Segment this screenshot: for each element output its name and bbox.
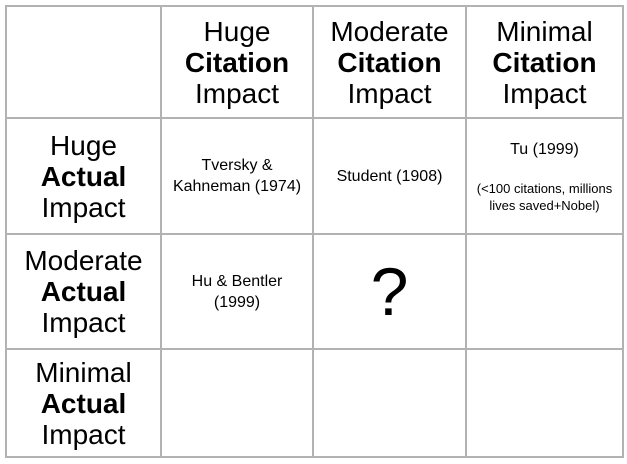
- header-line: Impact: [41, 418, 126, 450]
- corner-cell: [7, 7, 162, 119]
- col-header-huge-citation-impact: Huge Citation Impact: [162, 7, 314, 119]
- header-line-bold: Citation: [492, 46, 597, 78]
- citation-line: Hu & Bentler: [191, 272, 283, 290]
- col-header-moderate-citation-impact: Moderate Citation Impact: [314, 7, 467, 119]
- row-header-moderate-actual-impact: Moderate Actual Impact: [7, 235, 162, 350]
- impact-matrix-table: Huge Citation Impact Moderate Citation I…: [5, 5, 624, 458]
- header-line: Huge: [203, 15, 271, 47]
- citation-line: Tu (1999): [510, 140, 579, 158]
- col-header-minimal-citation-impact: Minimal Citation Impact: [467, 7, 622, 119]
- citation-line: Tversky &: [201, 157, 273, 174]
- header-line: Moderate: [330, 15, 449, 47]
- header-line-bold: Actual: [40, 276, 127, 307]
- row-header-huge-actual-impact: Huge Actual Impact: [7, 119, 162, 235]
- header-line-bold: Citation: [184, 46, 290, 78]
- citation-line: Student (1908): [336, 167, 443, 185]
- question-mark: ?: [370, 253, 409, 330]
- header-line-bold: Citation: [337, 46, 442, 78]
- cell-empty-minimal-minimal: [467, 350, 622, 456]
- header-line: Minimal: [496, 15, 593, 47]
- cell-tu: Tu (1999) (<100 citations, millions live…: [467, 119, 622, 235]
- cell-tversky-kahneman: Tversky & Kahneman (1974): [162, 119, 314, 235]
- header-line: Moderate: [24, 245, 143, 276]
- cell-empty-moderate-minimal: [467, 235, 622, 350]
- header-line-bold: Actual: [40, 160, 127, 192]
- citation-note: (<100 citations, millions lives saved+No…: [477, 180, 612, 214]
- header-line: Impact: [502, 77, 587, 109]
- cell-hu-bentler: Hu & Bentler (1999): [162, 235, 314, 350]
- cell-question-mark: ?: [314, 235, 467, 350]
- row-header-minimal-actual-impact: Minimal Actual Impact: [7, 350, 162, 456]
- header-line: Impact: [41, 307, 126, 338]
- header-line: Impact: [41, 191, 126, 223]
- citation-line: Kahneman (1974): [172, 178, 302, 195]
- citation-note-line: (<100 citations, millions: [476, 180, 613, 196]
- cell-student: Student (1908): [314, 119, 467, 235]
- cell-empty-minimal-huge: [162, 350, 314, 456]
- header-line: Impact: [347, 77, 432, 109]
- citation-line: (1999): [213, 293, 261, 311]
- header-line-bold: Actual: [40, 387, 127, 419]
- cell-empty-minimal-moderate: [314, 350, 467, 456]
- header-line: Minimal: [35, 356, 132, 388]
- citation-note-line: lives saved+Nobel): [489, 197, 600, 213]
- header-line: Huge: [50, 129, 117, 161]
- header-line: Impact: [194, 77, 280, 109]
